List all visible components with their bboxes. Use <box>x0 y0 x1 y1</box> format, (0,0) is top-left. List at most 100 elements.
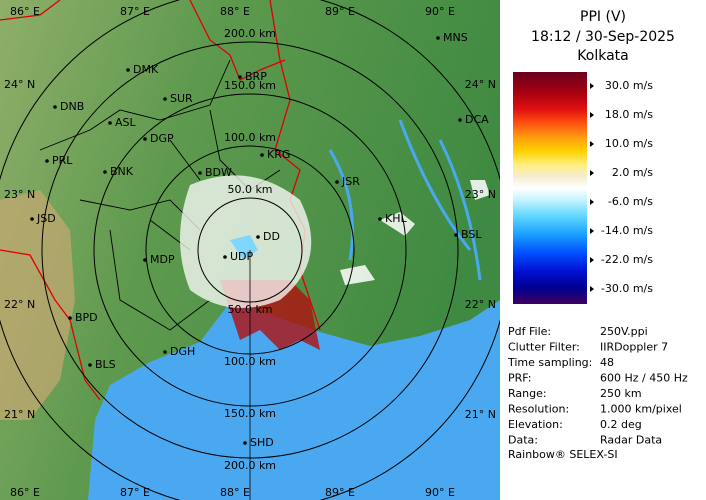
range-label: 50.0 km <box>227 183 272 196</box>
lat-label: 21° N <box>465 408 496 421</box>
city-label: UDP <box>230 250 254 263</box>
footer: Rainbow® SELEX-SI <box>508 448 618 461</box>
info-key: Data: <box>508 434 538 447</box>
lon-label: 90° E <box>425 5 455 18</box>
lon-label: 89° E <box>325 5 355 18</box>
city-label: BPD <box>75 311 98 324</box>
info-key: PRF: <box>508 372 531 385</box>
city-dot <box>143 258 147 262</box>
city-label: PRL <box>52 154 73 167</box>
lat-label: 22° N <box>465 298 496 311</box>
city-dot <box>335 180 339 184</box>
info-key: Range: <box>508 387 547 400</box>
lon-label: 88° E <box>220 5 250 18</box>
range-label: 100.0 km <box>224 131 276 144</box>
site: Kolkata <box>577 48 628 64</box>
scale-arrow <box>590 286 594 292</box>
lon-label: 86° E <box>10 486 40 499</box>
title: PPI (V) <box>580 9 626 25</box>
city-dot <box>88 363 92 367</box>
lon-label: 86° E <box>10 5 40 18</box>
city-label: DNB <box>60 100 84 113</box>
info-key: Time sampling: <box>507 356 592 369</box>
city-label: KHL <box>385 212 407 225</box>
city-dot <box>260 153 264 157</box>
legend-panel: PPI (V) 18:12 / 30-Sep-2025 Kolkata 30.0… <box>500 0 706 500</box>
range-label: 200.0 km <box>224 27 276 40</box>
info-value: 250 km <box>600 387 642 400</box>
lat-label: 21° N <box>4 408 35 421</box>
city-label: DMK <box>133 63 159 76</box>
city-label: BNK <box>110 165 134 178</box>
district-border <box>39 59 281 331</box>
scale-arrow <box>590 170 594 176</box>
info-value: 1.000 km/pixel <box>600 403 682 416</box>
city-label: BRP <box>245 70 267 83</box>
info-value: 48 <box>600 356 614 369</box>
city-dot <box>458 118 462 122</box>
scale-arrow <box>590 141 594 147</box>
echo <box>230 235 258 260</box>
city-dot <box>53 105 57 109</box>
scale-label: -6.0 m/s <box>608 195 653 208</box>
city-dot <box>108 121 112 125</box>
city-label: JSR <box>341 175 360 188</box>
city-label: SHD <box>250 436 274 449</box>
info-key: Pdf File: <box>508 325 551 338</box>
echo <box>340 180 490 285</box>
city-dot <box>143 137 147 141</box>
city-dot <box>238 75 242 79</box>
scale-arrow <box>590 199 594 205</box>
info-value: 250V.ppi <box>600 325 648 338</box>
range-label: 150.0 km <box>224 407 276 420</box>
info-value: 600 Hz / 450 Hz <box>600 372 688 385</box>
info-value: 0.2 deg <box>600 418 642 431</box>
city-dot <box>454 233 458 237</box>
city-label: DGH <box>170 345 195 358</box>
scale-label: 10.0 m/s <box>605 137 653 150</box>
info-key: Elevation: <box>508 418 563 431</box>
lat-label: 24° N <box>4 78 35 91</box>
city-dot <box>223 255 227 259</box>
range-label: 100.0 km <box>224 355 276 368</box>
city-label: BDW <box>205 166 232 179</box>
city-dot <box>30 217 34 221</box>
city-label: JSD <box>36 212 56 225</box>
city-dot <box>198 171 202 175</box>
border <box>0 0 321 401</box>
lat-label: 23° N <box>4 188 35 201</box>
city-dot <box>163 97 167 101</box>
time: 18:12 / 30-Sep-2025 <box>531 29 675 45</box>
info-key: Resolution: <box>508 403 569 416</box>
city-label: BSL <box>461 228 482 241</box>
lat-label: 23° N <box>465 188 496 201</box>
scale-label: -14.0 m/s <box>601 224 653 237</box>
scale-label: 18.0 m/s <box>605 108 653 121</box>
scale-arrow <box>590 257 594 263</box>
color-scale <box>513 72 587 304</box>
scale-label: -22.0 m/s <box>601 253 653 266</box>
city-label: DGP <box>150 132 174 145</box>
range-label: 50.0 km <box>227 303 272 316</box>
city-label: BLS <box>95 358 116 371</box>
city-label: DD <box>263 230 280 243</box>
city-dot <box>436 36 440 40</box>
city-label: KRG <box>267 148 290 161</box>
info-value: Radar Data <box>600 434 662 447</box>
city-dot <box>45 159 49 163</box>
scale-label: 2.0 m/s <box>612 166 653 179</box>
city-dot <box>103 170 107 174</box>
lat-label: 22° N <box>4 298 35 311</box>
lon-label: 87° E <box>120 5 150 18</box>
lon-label: 89° E <box>325 486 355 499</box>
range-label: 150.0 km <box>224 79 276 92</box>
lon-label: 88° E <box>220 486 250 499</box>
map-labels: 50.0 km 50.0 km 100.0 km 100.0 km 150.0 km 15… <box>4 5 496 499</box>
info-key: Clutter Filter: <box>508 341 580 354</box>
lon-label: 87° E <box>120 486 150 499</box>
scale-label: -30.0 m/s <box>601 282 653 295</box>
scale-arrow <box>590 228 594 234</box>
scale-arrow <box>590 112 594 118</box>
